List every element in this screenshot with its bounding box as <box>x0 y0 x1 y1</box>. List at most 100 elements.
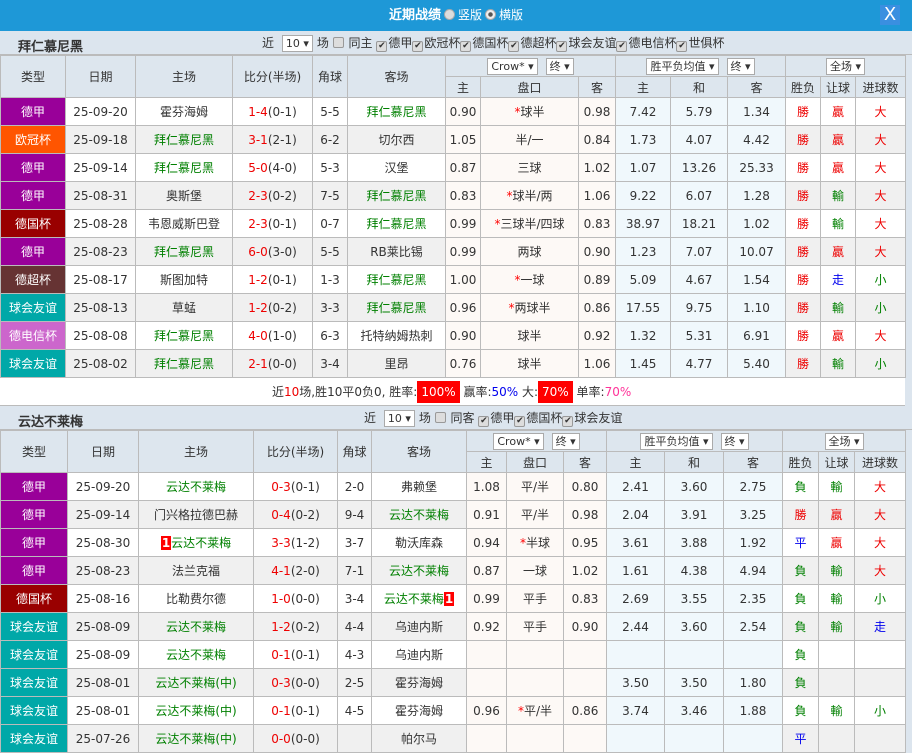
away-team[interactable]: 霍芬海姆 <box>394 704 443 718</box>
score-cell[interactable]: 0-1(0-1) <box>253 696 338 725</box>
home-team[interactable]: 奥斯堡 <box>165 189 202 203</box>
away-team-cell[interactable]: 汉堡 <box>347 153 446 182</box>
score-cell[interactable]: 2-3(0-2) <box>232 181 313 210</box>
odds-stage-select[interactable]: 终 ▾ <box>726 57 755 75</box>
league-badge[interactable]: 德甲 <box>0 181 66 210</box>
score-cell[interactable]: 6-0(3-0) <box>232 237 313 266</box>
home-team[interactable]: 云达不莱梅 <box>171 536 232 550</box>
score-cell[interactable]: 1-2(0-2) <box>253 612 338 641</box>
away-team-cell[interactable]: 托特纳姆热刺 <box>347 321 446 350</box>
home-team-cell[interactable]: 拜仁慕尼黑 <box>135 321 233 350</box>
away-team-cell[interactable]: 霍芬海姆 <box>371 696 467 725</box>
score-cell[interactable]: 0-3(0-0) <box>253 668 338 697</box>
away-team-cell[interactable]: 帕尔马 <box>371 724 467 753</box>
home-team[interactable]: 门兴格拉德巴赫 <box>153 508 238 522</box>
league-filter-checkbox[interactable]: ✔ <box>460 41 472 52</box>
league-filter-checkbox[interactable]: ✔ <box>514 416 526 427</box>
home-team[interactable]: 云达不莱梅(中) <box>155 676 237 690</box>
away-team[interactable]: 乌迪内斯 <box>394 648 443 662</box>
home-team[interactable]: 云达不莱梅(中) <box>155 732 237 746</box>
same-venue-checkbox[interactable] <box>332 37 344 48</box>
company-stage-select[interactable]: 终 ▾ <box>551 432 580 450</box>
league-badge[interactable]: 球会友谊 <box>0 293 66 322</box>
away-team-cell[interactable]: 拜仁慕尼黑 <box>347 265 446 294</box>
score-cell[interactable]: 4-1(2-0) <box>253 556 338 585</box>
home-team-cell[interactable]: 云达不莱梅(中) <box>138 696 254 725</box>
score-cell[interactable]: 1-2(0-1) <box>232 265 313 294</box>
score-cell[interactable]: 0-0(0-0) <box>253 724 338 753</box>
away-team-cell[interactable]: 乌迪内斯 <box>371 640 467 669</box>
home-team-cell[interactable]: 奥斯堡 <box>135 181 233 210</box>
league-badge[interactable]: 球会友谊 <box>0 349 66 378</box>
away-team[interactable]: 里昂 <box>384 357 409 371</box>
league-filter-checkbox[interactable]: ✔ <box>616 41 628 52</box>
period-select[interactable]: 全场 ▾ <box>826 57 866 75</box>
close-button[interactable]: X <box>880 5 900 25</box>
home-team-cell[interactable]: 斯图加特 <box>135 265 233 294</box>
away-team[interactable]: 拜仁慕尼黑 <box>366 105 427 119</box>
period-select[interactable]: 全场 ▾ <box>824 432 864 450</box>
recent-count-select[interactable]: 10 ▾ <box>383 410 415 427</box>
home-team[interactable]: 云达不莱梅 <box>165 648 226 662</box>
home-team-cell[interactable]: 云达不莱梅 <box>138 612 254 641</box>
league-badge[interactable]: 德甲 <box>0 97 66 126</box>
away-team-cell[interactable]: 拜仁慕尼黑 <box>347 181 446 210</box>
league-filter-checkbox[interactable]: ✔ <box>562 416 574 427</box>
away-team[interactable]: 托特纳姆热刺 <box>360 329 433 343</box>
odds-type-select[interactable]: 胜平负均值 ▾ <box>640 432 713 450</box>
home-team[interactable]: 拜仁慕尼黑 <box>153 133 214 147</box>
horizontal-radio[interactable] <box>485 9 496 20</box>
vertical-radio[interactable] <box>443 9 455 20</box>
away-team[interactable]: 切尔西 <box>378 133 415 147</box>
same-venue-checkbox[interactable] <box>434 412 446 423</box>
home-team-cell[interactable]: 法兰克福 <box>138 556 254 585</box>
away-team[interactable]: 云达不莱梅 <box>388 508 449 522</box>
league-badge[interactable]: 球会友谊 <box>0 612 68 641</box>
away-team-cell[interactable]: 弗赖堡 <box>371 472 467 501</box>
away-team[interactable]: 拜仁慕尼黑 <box>366 217 427 231</box>
score-cell[interactable]: 2-1(0-0) <box>232 349 313 378</box>
away-team-cell[interactable]: 云达不莱梅1 <box>371 584 467 613</box>
league-badge[interactable]: 德甲 <box>0 153 66 182</box>
away-team-cell[interactable]: 霍芬海姆 <box>371 668 467 697</box>
home-team-cell[interactable]: 云达不莱梅(中) <box>138 668 254 697</box>
home-team-cell[interactable]: 比勒费尔德 <box>138 584 254 613</box>
away-team-cell[interactable]: 拜仁慕尼黑 <box>347 97 446 126</box>
home-team[interactable]: 云达不莱梅 <box>165 620 226 634</box>
away-team[interactable]: 勒沃库森 <box>394 536 443 550</box>
score-cell[interactable]: 1-0(0-0) <box>253 584 338 613</box>
score-cell[interactable]: 0-4(0-2) <box>253 500 338 529</box>
league-filter-checkbox[interactable]: ✔ <box>478 416 490 427</box>
home-team[interactable]: 比勒费尔德 <box>165 592 226 606</box>
away-team-cell[interactable]: 云达不莱梅 <box>371 556 467 585</box>
league-badge[interactable]: 球会友谊 <box>0 640 68 669</box>
home-team-cell[interactable]: 拜仁慕尼黑 <box>135 349 233 378</box>
league-filter-checkbox[interactable]: ✔ <box>676 41 688 52</box>
home-team[interactable]: 拜仁慕尼黑 <box>153 329 214 343</box>
away-team-cell[interactable]: 拜仁慕尼黑 <box>347 293 446 322</box>
away-team-cell[interactable]: 乌迪内斯 <box>371 612 467 641</box>
home-team[interactable]: 拜仁慕尼黑 <box>153 357 214 371</box>
home-team[interactable]: 韦恩威斯巴登 <box>147 217 220 231</box>
home-team[interactable]: 草蜢 <box>171 301 196 315</box>
league-badge[interactable]: 德国杯 <box>0 209 66 238</box>
home-team-cell[interactable]: 霍芬海姆 <box>135 97 233 126</box>
home-team[interactable]: 拜仁慕尼黑 <box>153 245 214 259</box>
league-badge[interactable]: 德甲 <box>0 500 68 529</box>
league-badge[interactable]: 德国杯 <box>0 584 68 613</box>
recent-count-select[interactable]: 10 ▾ <box>281 35 313 52</box>
league-badge[interactable]: 德电信杯 <box>0 321 66 350</box>
odds-type-select[interactable]: 胜平负均值 ▾ <box>646 57 719 75</box>
score-cell[interactable]: 0-3(0-1) <box>253 472 338 501</box>
home-team[interactable]: 斯图加特 <box>159 273 208 287</box>
league-badge[interactable]: 球会友谊 <box>0 668 68 697</box>
away-team-cell[interactable]: 切尔西 <box>347 125 446 154</box>
company-select[interactable]: Crow* ▾ <box>493 432 544 450</box>
odds-stage-select[interactable]: 终 ▾ <box>720 432 749 450</box>
score-cell[interactable]: 2-3(0-1) <box>232 209 313 238</box>
away-team[interactable]: 拜仁慕尼黑 <box>366 301 427 315</box>
league-badge[interactable]: 球会友谊 <box>0 724 68 753</box>
score-cell[interactable]: 5-0(4-0) <box>232 153 313 182</box>
home-team[interactable]: 法兰克福 <box>171 564 220 578</box>
away-team[interactable]: 拜仁慕尼黑 <box>366 189 427 203</box>
